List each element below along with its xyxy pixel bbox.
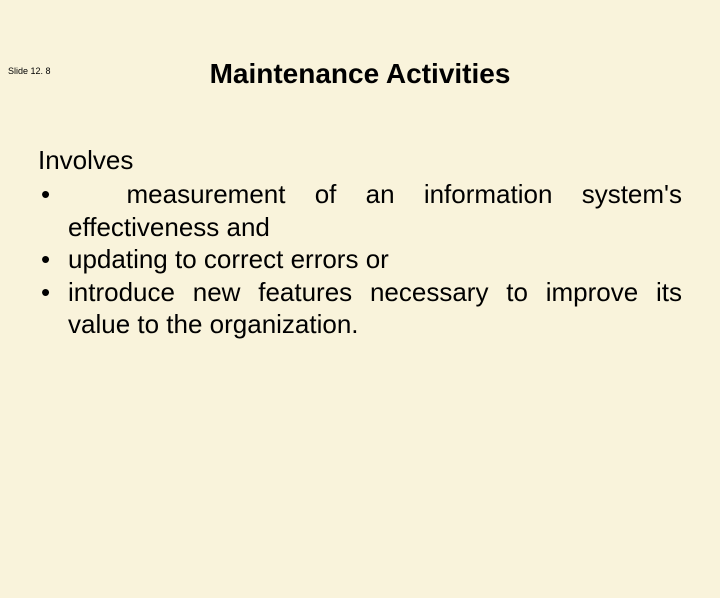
bullet-list: measurement of an information system's e… xyxy=(38,178,682,341)
slide-title: Maintenance Activities xyxy=(0,58,720,90)
slide-number: Slide 12. 8 xyxy=(8,66,51,76)
bullet-text: introduce new features necessary to impr… xyxy=(68,277,682,340)
list-item: updating to correct errors or xyxy=(38,243,682,276)
intro-text: Involves xyxy=(38,145,682,176)
bullet-text-line1: measurement of an information system's xyxy=(68,178,682,211)
bullet-text: updating to correct errors or xyxy=(68,244,389,274)
list-item: introduce new features necessary to impr… xyxy=(38,276,682,341)
slide-content: Involves measurement of an information s… xyxy=(0,145,720,341)
list-item: measurement of an information system's e… xyxy=(38,178,682,243)
bullet-text-line2: effectiveness and xyxy=(68,211,682,244)
